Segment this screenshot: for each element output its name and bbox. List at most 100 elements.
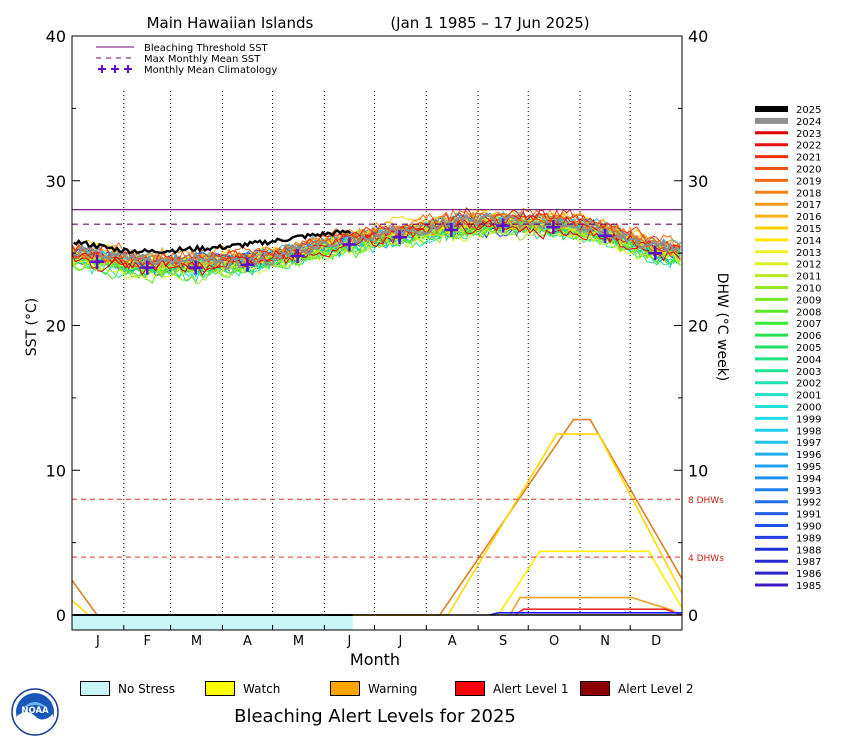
alert-key-alert-level-2: Alert Level 2 — [580, 680, 694, 697]
x-tick-label: D — [651, 634, 661, 649]
sst-line-2024 — [71, 212, 681, 271]
alert-strip-no-stress — [72, 615, 353, 630]
dhw-reference-label: 4 DHWs — [688, 554, 724, 564]
x-tick-label: J — [347, 634, 352, 649]
year-legend-label: 1999 — [796, 414, 821, 425]
year-legend-label: 2012 — [796, 260, 821, 271]
alert-key-no-stress: No Stress — [80, 680, 175, 697]
year-legend-label: 2019 — [796, 176, 821, 187]
alert-label: Warning — [368, 681, 418, 696]
legend-label: Bleaching Threshold SST — [144, 43, 269, 54]
x-tick-label: M — [293, 634, 304, 649]
dhw-line — [71, 433, 683, 616]
year-legend-label: 1997 — [796, 438, 821, 449]
year-legend-label: 1995 — [796, 462, 821, 473]
y-tick-label-left: 0 — [56, 606, 66, 625]
sst-line-2011 — [71, 220, 681, 272]
climatology-marker — [140, 260, 155, 275]
climatology-marker — [240, 257, 255, 272]
climatology-marker — [444, 222, 459, 237]
dhw-line — [509, 596, 674, 616]
climatology-marker — [90, 254, 105, 269]
year-legend-label: 1986 — [796, 569, 821, 580]
chart-region-title: Main Hawaiian Islands — [147, 14, 314, 32]
y-tick-label-left: 30 — [46, 172, 66, 191]
legend-cross — [111, 65, 119, 73]
year-legend-label: 2013 — [796, 248, 821, 259]
x-tick-label: J — [397, 634, 402, 649]
x-tick-label: F — [143, 634, 150, 649]
year-legend-label: 2010 — [796, 284, 821, 295]
year-legend-label: 2018 — [796, 188, 821, 199]
climatology-marker — [496, 218, 511, 233]
logo-text: NOAA — [21, 706, 49, 716]
y-tick-label-right: 10 — [688, 461, 708, 480]
year-legend-label: 2004 — [796, 355, 821, 366]
year-legend-label: 1994 — [796, 474, 821, 485]
year-legend-label: 2007 — [796, 319, 821, 330]
y-axis-label-sst: SST (°C) — [24, 298, 40, 356]
footer-title: Bleaching Alert Levels for 2025 — [234, 706, 516, 727]
year-legend-label: 1990 — [796, 522, 821, 533]
year-legend-label: 2005 — [796, 343, 821, 354]
alert-key-warning: Warning — [330, 680, 417, 697]
year-legend-label: 2021 — [796, 153, 821, 164]
x-tick-label: S — [499, 634, 507, 649]
year-legend-label: 2000 — [796, 403, 821, 414]
plot-frame — [71, 35, 683, 631]
alert-swatch — [580, 681, 610, 696]
alert-label: Alert Level 2 — [618, 681, 694, 696]
x-tick-label: A — [243, 634, 252, 649]
year-legend-label: 2006 — [796, 331, 821, 342]
y-tick-label-right: 30 — [688, 172, 708, 191]
legend-label: Max Monthly Mean SST — [144, 54, 261, 65]
sst-line-2019 — [71, 207, 681, 264]
year-legend-label: 2002 — [796, 379, 821, 390]
year-legend-label: 1988 — [796, 545, 821, 556]
year-legend-label: 2024 — [796, 117, 821, 128]
year-legend-label: 2017 — [796, 200, 821, 211]
year-legend-label: 2022 — [796, 141, 821, 152]
alert-key-watch: Watch — [205, 680, 280, 697]
x-tick-label: O — [549, 634, 559, 649]
climatology-marker — [546, 220, 561, 235]
year-legend-label: 1989 — [796, 533, 821, 544]
alert-key-alert-level-1: Alert Level 1 — [455, 680, 569, 697]
year-legend-label: 2020 — [796, 165, 821, 176]
year-legend-label: 2001 — [796, 391, 821, 402]
climatology-marker — [188, 260, 203, 275]
climatology-marker — [392, 230, 407, 245]
x-axis-label: Month — [350, 650, 400, 669]
climatology-marker — [290, 249, 305, 264]
year-legend-label: 2014 — [796, 236, 821, 247]
year-legend-label: 1987 — [796, 557, 821, 568]
alert-swatch — [330, 681, 360, 696]
x-tick-label: A — [448, 634, 457, 649]
x-tick-label: J — [95, 634, 100, 649]
sst-line-2025 — [73, 229, 351, 255]
alert-label: Watch — [243, 681, 281, 696]
x-tick-label: N — [600, 634, 610, 649]
climatology-marker — [342, 237, 357, 252]
alert-swatch — [80, 681, 110, 696]
year-legend-label: 2009 — [796, 295, 821, 306]
year-legend-label: 2011 — [796, 272, 821, 283]
year-legend-label: 1998 — [796, 426, 821, 437]
alert-label: Alert Level 1 — [493, 681, 569, 696]
year-legend-label: 1992 — [796, 498, 821, 509]
year-legend-label: 2025 — [796, 105, 821, 116]
dhw-line — [71, 418, 683, 616]
alert-swatch — [205, 681, 235, 696]
y-tick-label-right: 0 — [688, 606, 698, 625]
legend-cross — [98, 65, 106, 73]
climatology-marker — [598, 228, 613, 243]
year-legend-label: 1996 — [796, 450, 821, 461]
year-legend-label: 1991 — [796, 510, 821, 521]
year-legend-label: 2003 — [796, 367, 821, 378]
y-axis-label-dhw: DHW (°C week) — [714, 273, 730, 382]
dhw-line — [497, 550, 683, 616]
year-legend-label: 1985 — [796, 581, 821, 592]
y-tick-label-right: 40 — [688, 27, 708, 46]
y-tick-label-left: 10 — [46, 461, 66, 480]
